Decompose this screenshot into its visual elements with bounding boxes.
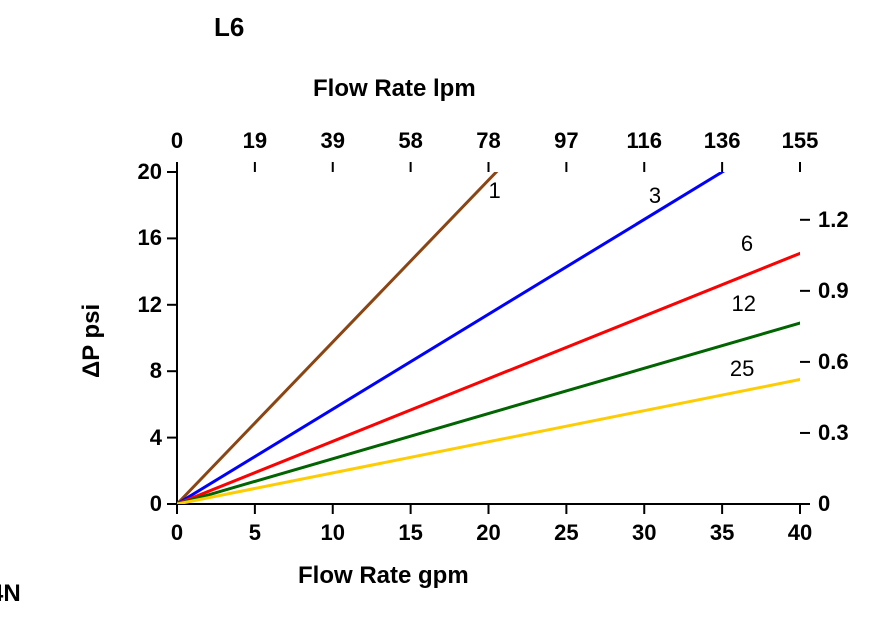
y-left-tick: 20 [117, 159, 162, 185]
x-bottom-tick: 20 [469, 520, 509, 546]
x-bottom-tick: 35 [702, 520, 742, 546]
x-bottom-tick: 10 [313, 520, 353, 546]
series-label-25: 25 [730, 356, 754, 382]
y-right-tick: 0 [818, 491, 868, 517]
series-label-6: 6 [741, 231, 753, 257]
y-right-tick: 0.6 [818, 349, 868, 375]
x-bottom-tick: 15 [391, 520, 431, 546]
y-right-tick: 0.3 [818, 420, 868, 446]
x-bottom-tick: 5 [235, 520, 275, 546]
x-top-tick: 136 [697, 128, 747, 154]
x-bottom-tick: 0 [157, 520, 197, 546]
series-label-1: 1 [489, 178, 501, 204]
x-top-tick: 155 [775, 128, 825, 154]
series-label-3: 3 [649, 183, 661, 209]
y-right-tick: 0.9 [818, 278, 868, 304]
y-left-tick: 16 [117, 225, 162, 251]
x-top-tick: 39 [308, 128, 358, 154]
x-top-tick: 116 [619, 128, 669, 154]
x-top-tick: 0 [152, 128, 202, 154]
x-bottom-tick: 30 [624, 520, 664, 546]
x-top-tick: 58 [386, 128, 436, 154]
x-top-tick: 97 [541, 128, 591, 154]
y-right-tick: 1.2 [818, 207, 868, 233]
y-left-tick: 4 [117, 425, 162, 451]
x-top-tick: 78 [464, 128, 514, 154]
y-left-tick: 8 [117, 358, 162, 384]
x-bottom-tick: 40 [780, 520, 820, 546]
series-label-12: 12 [731, 291, 755, 317]
y-left-tick: 12 [117, 292, 162, 318]
x-bottom-tick: 25 [546, 520, 586, 546]
x-top-tick: 19 [230, 128, 280, 154]
y-left-tick: 0 [117, 491, 162, 517]
